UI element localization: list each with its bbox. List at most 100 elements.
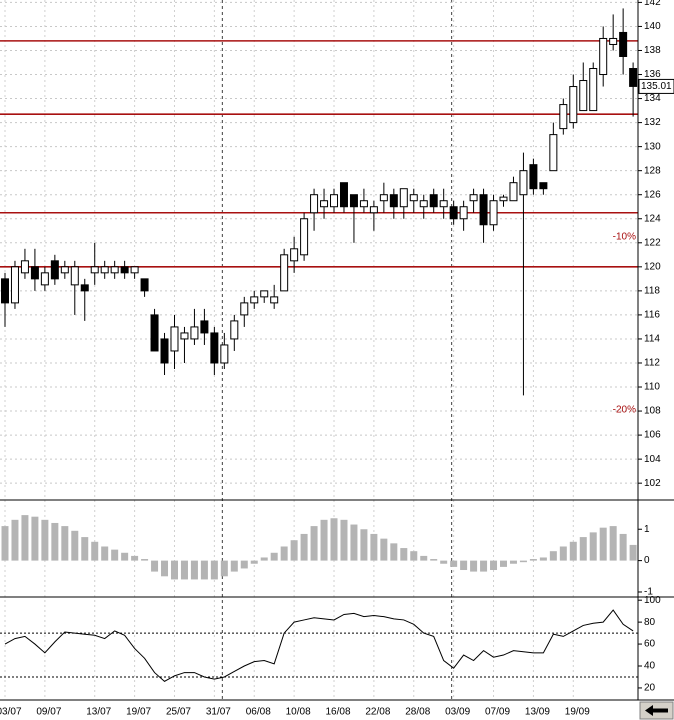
candle-body: [270, 296, 279, 304]
candle-body: [409, 194, 418, 202]
line: [4, 609, 634, 682]
bar: [101, 546, 109, 561]
bar: [490, 560, 498, 571]
candle-body: [429, 194, 438, 208]
bar: [360, 529, 368, 561]
candle-body: [120, 266, 129, 274]
candle-body: [389, 194, 398, 208]
candle-body: [1, 278, 9, 304]
bar: [300, 533, 308, 561]
x-tick-label: 03/07: [0, 707, 22, 718]
bar: [210, 560, 218, 580]
candle-body: [180, 332, 189, 340]
y-tick-label: 110: [644, 382, 660, 393]
x-tick-label: 03/09: [445, 707, 470, 718]
bar: [260, 557, 268, 561]
bar: [569, 541, 577, 561]
x-tick-label: 10/08: [286, 707, 311, 718]
bar: [470, 560, 478, 572]
bar: [21, 515, 29, 561]
bar: [200, 560, 208, 580]
candle-body: [499, 196, 508, 202]
y-tick-label: -1: [644, 587, 653, 598]
candle-body: [90, 266, 99, 274]
bar: [31, 516, 39, 561]
x-tick-label: 13/09: [525, 707, 550, 718]
candle-body: [250, 296, 259, 304]
last-price-box: [638, 78, 674, 94]
candle-body: [330, 194, 339, 208]
candle-body: [469, 194, 478, 202]
candle-body: [220, 344, 229, 364]
y-tick-label: 132: [644, 117, 661, 128]
y-tick-label: 124: [644, 213, 661, 224]
candle-body: [200, 320, 209, 334]
bar: [51, 522, 59, 561]
arrow-icon[interactable]: [645, 705, 668, 716]
candle-body: [160, 338, 169, 364]
y-tick-label: 128: [644, 165, 661, 176]
scroll-button[interactable]: [639, 701, 674, 720]
candle-body: [459, 206, 468, 220]
y-tick-label: 134: [644, 93, 661, 104]
candle-body: [170, 326, 179, 352]
bar: [81, 537, 89, 561]
bar: [320, 519, 328, 561]
candle-body: [399, 188, 408, 208]
y-tick-label: 136: [644, 69, 661, 80]
bar: [400, 548, 408, 561]
candle-body: [379, 194, 388, 202]
x-tick-label: 19/07: [126, 707, 151, 718]
bar: [529, 559, 537, 561]
bar: [599, 527, 607, 561]
bar: [370, 533, 378, 561]
bar: [589, 532, 597, 561]
y-tick-label: 104: [644, 454, 661, 465]
y-tick-label: 106: [644, 430, 661, 441]
annotation: -20%: [613, 404, 636, 415]
bar: [609, 526, 617, 561]
candle-body: [569, 86, 578, 124]
bar: [121, 552, 129, 561]
bar: [440, 560, 448, 564]
bar: [220, 560, 228, 577]
candle-body: [240, 302, 249, 316]
bar: [629, 544, 637, 561]
bar: [170, 560, 178, 580]
candle-body: [419, 200, 428, 208]
bar: [509, 560, 517, 564]
candle-body: [549, 134, 558, 172]
candle-body: [529, 164, 538, 190]
candle-body: [290, 248, 299, 262]
bar: [390, 543, 398, 561]
y-tick-label: 138: [644, 45, 661, 56]
bar: [161, 560, 169, 577]
y-tick-label: 114: [644, 334, 660, 345]
candle-body: [150, 314, 159, 352]
bar: [430, 559, 438, 561]
bar: [500, 560, 507, 567]
candle-body: [20, 260, 29, 274]
bar: [310, 526, 318, 561]
bar: [619, 533, 627, 561]
y-tick-label: 122: [644, 237, 661, 248]
candle-body: [280, 254, 289, 292]
candle-body: [50, 260, 59, 280]
x-tick-label: 28/08: [405, 707, 430, 718]
y-tick-label: 130: [644, 141, 661, 152]
candle-body: [539, 182, 548, 190]
bar: [579, 537, 587, 561]
candle-body: [190, 326, 199, 340]
x-tick-label: 09/07: [36, 707, 61, 718]
bar: [559, 546, 567, 561]
candle-body: [230, 320, 239, 340]
candle-body: [449, 206, 458, 220]
candle-body: [629, 68, 638, 87]
bar: [141, 559, 149, 561]
bar: [270, 552, 278, 561]
bar: [180, 560, 188, 580]
candle-body: [10, 266, 19, 304]
y-tick-label: 112: [644, 358, 660, 369]
bar: [131, 555, 139, 561]
candle-body: [130, 266, 139, 274]
